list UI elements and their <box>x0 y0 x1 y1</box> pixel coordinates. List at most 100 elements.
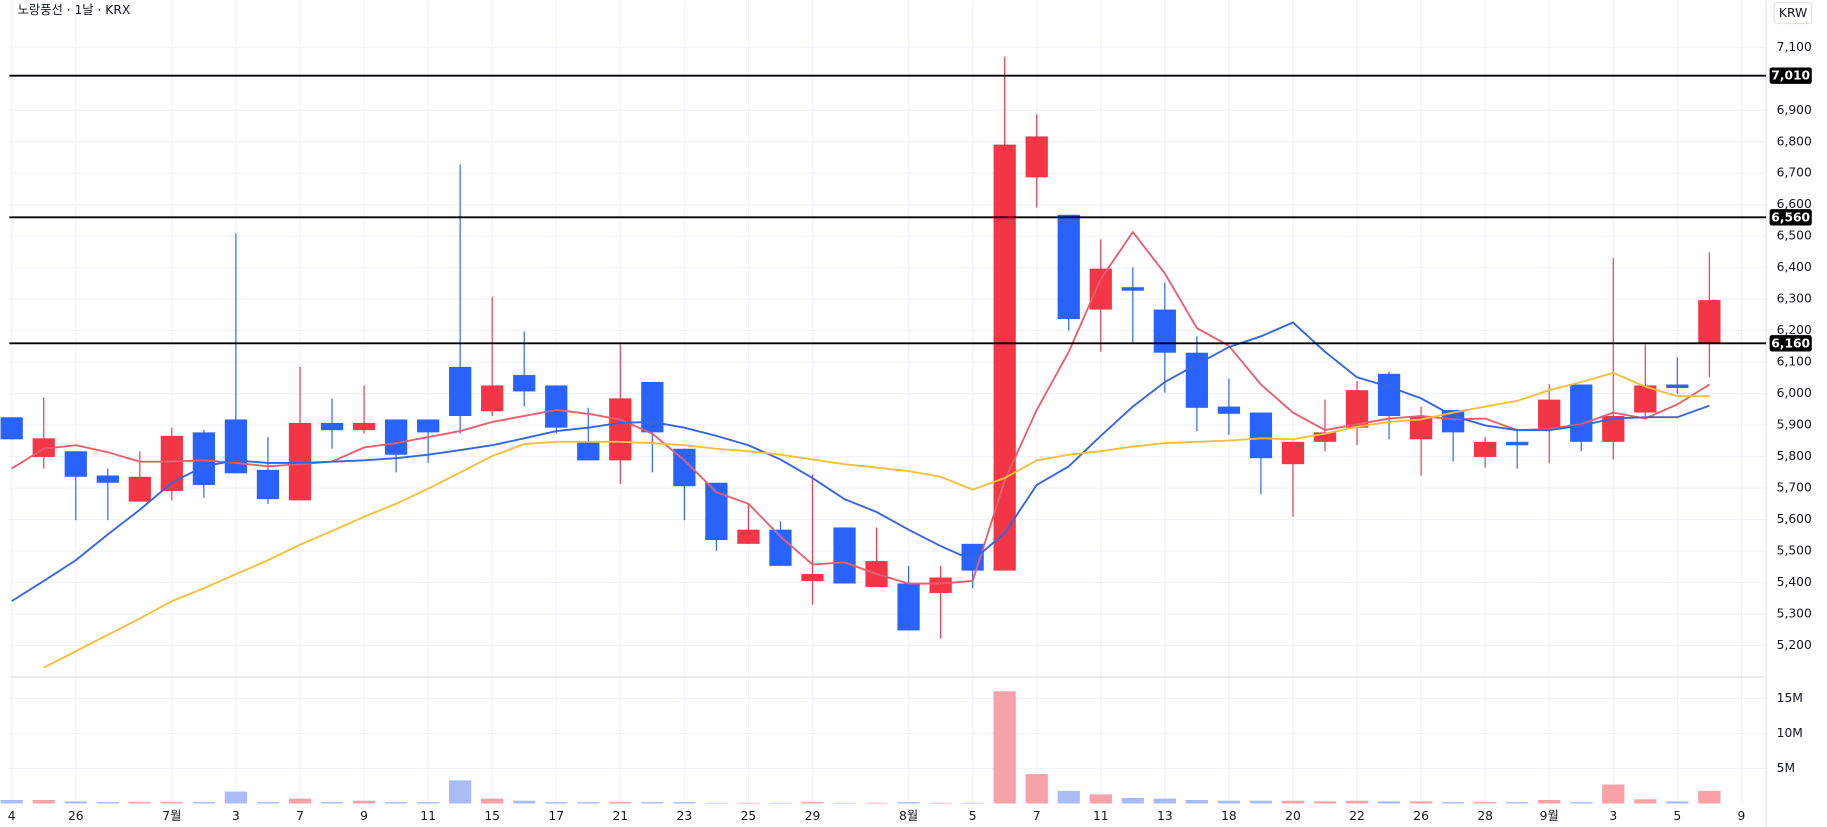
currency-label[interactable]: KRW <box>1779 6 1807 20</box>
y2-tick-label: 10M <box>1777 726 1803 740</box>
volume-bar <box>1506 802 1529 804</box>
x-tick-label: 9월 <box>1540 809 1559 823</box>
volume-bar <box>993 691 1016 804</box>
x-tick-label: 17 <box>548 809 564 823</box>
x-tick-label: 3 <box>1609 809 1617 823</box>
volume-bar <box>416 802 440 804</box>
y-tick-label: 7,100 <box>1777 40 1812 54</box>
price-label: 7,010 <box>1771 69 1810 83</box>
y-tick-label: 6,700 <box>1777 166 1812 180</box>
candle-body <box>1602 415 1625 442</box>
volume-bar <box>1281 800 1305 804</box>
candle-body <box>320 422 344 431</box>
candle-body <box>705 482 728 541</box>
volume-bar <box>513 800 536 804</box>
volume-bar <box>96 802 119 804</box>
y-tick-label: 6,500 <box>1777 229 1812 243</box>
y-tick-label: 6,200 <box>1777 323 1812 337</box>
candle-body <box>1506 441 1529 446</box>
currency-button[interactable] <box>1773 1 1813 25</box>
volume-bar <box>224 791 248 804</box>
candle-body <box>1441 410 1465 433</box>
volume-bar <box>1057 790 1080 804</box>
y-tick-label: 5,800 <box>1777 449 1812 463</box>
volume-bar <box>737 802 760 804</box>
volume-bar <box>1121 797 1144 804</box>
volume-bar <box>1474 802 1497 804</box>
x-tick-label: 20 <box>1285 809 1301 823</box>
candle-body <box>224 419 248 474</box>
candle-body <box>1538 399 1561 429</box>
volume-bar <box>0 799 23 804</box>
volume-bar <box>833 802 856 804</box>
x-tick-label: 5 <box>1673 809 1681 823</box>
candle-body <box>416 419 440 433</box>
candle-body <box>1474 441 1497 457</box>
candle-body <box>1281 441 1305 465</box>
y-tick-label: 6,800 <box>1777 134 1812 148</box>
candle-body <box>801 574 824 581</box>
volume-bar <box>1249 800 1273 804</box>
candle-body <box>1698 300 1721 344</box>
candle-body <box>673 448 696 487</box>
volume-bar <box>320 802 344 804</box>
x-tick-label: 9 <box>360 809 368 823</box>
volume-bar <box>609 802 632 804</box>
candle-body <box>769 529 792 566</box>
volume-bar <box>673 802 696 804</box>
candle-body <box>1089 268 1112 310</box>
candle-body <box>897 583 920 631</box>
volume-bar <box>192 802 216 804</box>
x-tick-label: 13 <box>1157 809 1173 823</box>
candle-body <box>1217 406 1241 414</box>
x-tick-label: 9 <box>1737 809 1745 823</box>
volume-bar <box>352 800 376 804</box>
x-tick-label: 21 <box>612 809 628 823</box>
candle-body <box>64 451 87 477</box>
y2-tick-label: 15M <box>1777 691 1803 705</box>
volume-bar <box>1602 784 1625 804</box>
candle-body <box>641 381 664 433</box>
volume-bar <box>32 799 55 804</box>
x-tick-label: 11 <box>420 809 436 823</box>
volume-bar <box>897 802 920 804</box>
y2-tick-label: 5M <box>1777 761 1795 775</box>
volume-bar <box>1666 801 1689 804</box>
x-tick-label: 25 <box>741 809 757 823</box>
volume-bar <box>545 802 568 804</box>
x-tick-label: 29 <box>805 809 821 823</box>
candle-body <box>96 475 119 483</box>
y-tick-label: 5,900 <box>1777 418 1812 432</box>
candle-body <box>481 385 504 412</box>
candle-body <box>1666 384 1689 388</box>
volume-bar <box>801 802 824 804</box>
x-tick-label: 5 <box>969 809 977 823</box>
volume-bar <box>384 802 408 804</box>
candle-body <box>1057 214 1080 320</box>
volume-bar <box>1217 800 1241 804</box>
price-label-box <box>1769 209 1812 226</box>
y-tick-label: 5,600 <box>1777 512 1812 526</box>
candle-body <box>1153 309 1176 353</box>
candle-body <box>1377 373 1401 416</box>
volume-bar <box>961 802 984 804</box>
volume-bar <box>1698 790 1721 804</box>
x-tick-label: 3 <box>232 809 240 823</box>
price-label-box <box>1769 67 1812 84</box>
volume-bar <box>1089 794 1112 804</box>
x-tick-label: 26 <box>1413 809 1429 823</box>
volume-bar <box>1634 799 1657 804</box>
candle-body <box>1345 390 1369 428</box>
volume-bar <box>1345 800 1369 804</box>
candle-body <box>833 527 856 584</box>
chart-title: 노랑풍선 · 1날 · KRX <box>18 3 131 17</box>
candle-body <box>929 577 952 593</box>
y-tick-label: 6,100 <box>1777 355 1812 369</box>
candle-body <box>1409 415 1433 440</box>
candle-body <box>1025 136 1048 178</box>
volume-bar <box>1570 802 1593 804</box>
y-tick-label: 6,900 <box>1777 103 1812 117</box>
candle-body <box>256 469 280 500</box>
